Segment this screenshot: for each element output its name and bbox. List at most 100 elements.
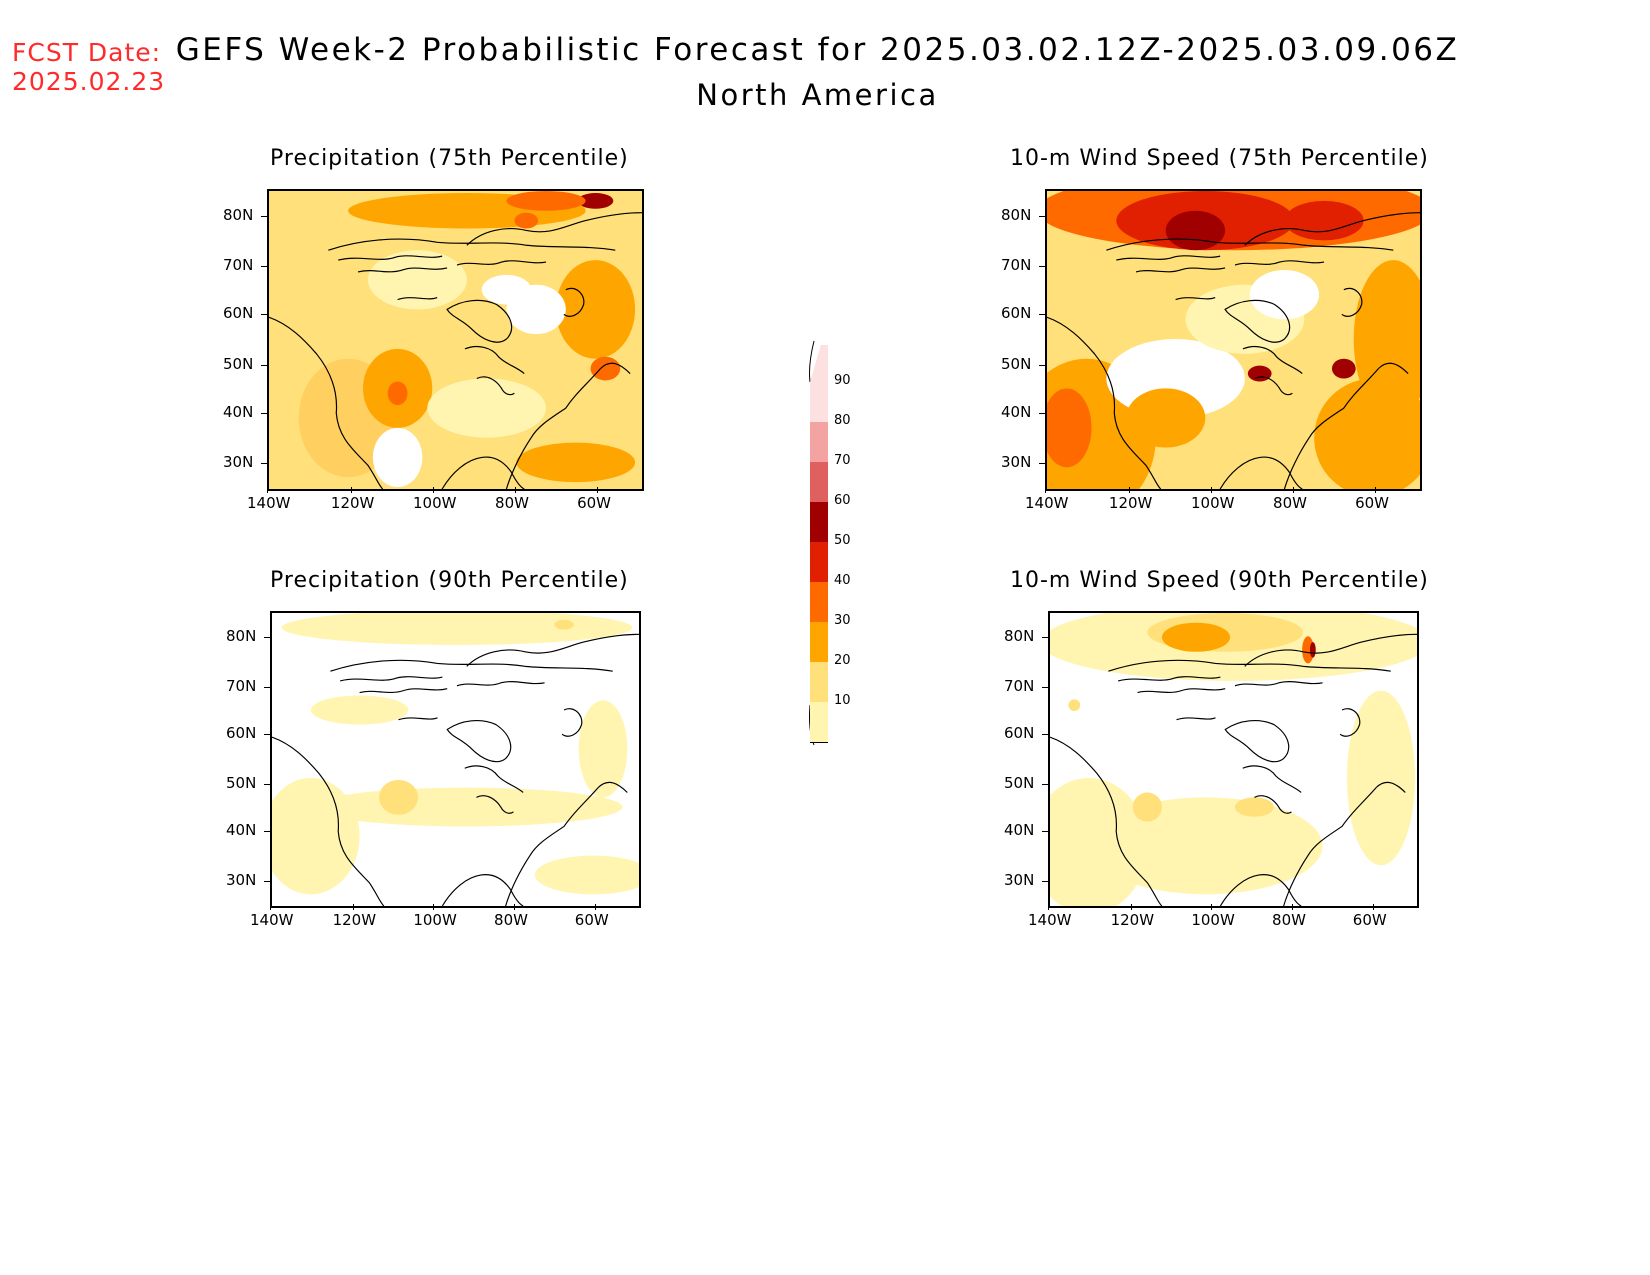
lat-tick-label: 80N <box>226 627 257 646</box>
lon-tick-label: 120W <box>330 494 375 512</box>
lat-tick-label: 30N <box>1001 453 1032 472</box>
lon-tick-label: 100W <box>1190 494 1235 512</box>
lon-tick <box>594 904 596 910</box>
wind-90-map <box>1048 611 1419 908</box>
page-subtitle: North America <box>696 78 939 112</box>
lat-tick-label: 50N <box>223 354 254 373</box>
lat-tick <box>261 463 267 465</box>
lat-tick-label: 40N <box>1001 402 1032 421</box>
lat-tick <box>1039 314 1045 316</box>
lon-tick-label: 60W <box>574 911 609 929</box>
lat-tick <box>261 364 267 366</box>
lon-tick-label: 80W <box>494 911 528 929</box>
colorbar-label: 20 <box>834 653 851 668</box>
map-canvas <box>269 191 642 489</box>
lat-tick <box>1039 463 1045 465</box>
lat-tick <box>264 783 270 785</box>
lon-tick-label: 80W <box>495 494 529 512</box>
lon-tick <box>597 487 599 493</box>
lat-tick <box>1042 783 1048 785</box>
lat-tick-label: 70N <box>1001 256 1032 275</box>
colorbar-swatch <box>810 662 828 703</box>
lat-tick <box>1042 830 1048 832</box>
map-canvas <box>1047 191 1420 489</box>
lon-tick-label: 80W <box>1273 494 1307 512</box>
lat-tick-label: 80N <box>223 205 254 224</box>
lat-tick <box>264 734 270 736</box>
panel-title: Precipitation (90th Percentile) <box>270 568 629 593</box>
panel-title: 10-m Wind Speed (75th Percentile) <box>1010 146 1429 171</box>
lon-tick-label: 140W <box>1028 911 1072 929</box>
colorbar-swatch <box>810 622 828 663</box>
forecast-date-label: FCST Date: <box>12 38 162 67</box>
lat-tick <box>264 830 270 832</box>
page-title: GEFS Week-2 Probabilistic Forecast for 2… <box>175 32 1460 68</box>
lat-tick <box>264 637 270 639</box>
lat-tick-label: 60N <box>1004 724 1035 743</box>
colorbar-label: 40 <box>834 573 851 588</box>
lon-tick <box>350 487 352 493</box>
colorbar-swatch <box>810 382 828 423</box>
lat-tick-label: 50N <box>1001 354 1032 373</box>
lat-tick <box>261 412 267 414</box>
lon-tick <box>270 904 271 910</box>
lat-tick <box>1039 215 1045 217</box>
lat-tick <box>264 880 270 882</box>
lon-tick-label: 60W <box>1355 494 1390 512</box>
lat-tick-label: 80N <box>1004 627 1035 646</box>
lon-tick <box>1293 487 1295 493</box>
lat-tick-label: 40N <box>226 820 257 839</box>
lon-tick-label: 120W <box>332 911 377 929</box>
lat-tick-label: 40N <box>223 402 254 421</box>
lat-tick-label: 50N <box>226 773 257 792</box>
lon-tick <box>1372 904 1374 910</box>
lon-tick <box>352 904 354 910</box>
lon-tick <box>433 904 435 910</box>
colorbar-label: 70 <box>834 453 851 468</box>
lon-tick <box>1210 487 1212 493</box>
colorbar-swatch <box>810 542 828 583</box>
lon-tick <box>514 904 516 910</box>
lon-tick-label: 100W <box>1191 911 1235 929</box>
colorbar-label: 10 <box>834 693 851 708</box>
colorbar-swatch <box>810 422 828 463</box>
lat-tick <box>1042 637 1048 639</box>
lon-tick-label: 140W <box>250 911 294 929</box>
colorbar-label: 60 <box>834 493 851 508</box>
lat-tick <box>1042 734 1048 736</box>
lat-tick <box>261 215 267 217</box>
lat-tick <box>1039 266 1045 268</box>
lon-tick-label: 120W <box>1110 911 1155 929</box>
lon-tick <box>515 487 517 493</box>
lon-tick <box>1292 904 1294 910</box>
colorbar-label: 80 <box>834 413 851 428</box>
map-canvas <box>1050 613 1417 906</box>
colorbar-label: 30 <box>834 613 851 628</box>
lon-tick-label: 60W <box>1352 911 1387 929</box>
lat-tick-label: 80N <box>1001 205 1032 224</box>
lon-tick <box>1130 904 1132 910</box>
lat-tick <box>1039 412 1045 414</box>
colorbar-swatch <box>810 462 828 503</box>
lat-tick-label: 70N <box>226 677 257 696</box>
lon-tick <box>1048 904 1049 910</box>
colorbar-label: 50 <box>834 533 851 548</box>
lat-tick <box>261 314 267 316</box>
precip-75-map <box>267 189 644 491</box>
colorbar-swatch <box>810 502 828 543</box>
lon-tick <box>267 487 268 493</box>
lat-tick-label: 30N <box>1004 870 1035 889</box>
map-canvas <box>272 613 639 906</box>
lat-tick-label: 30N <box>226 870 257 889</box>
colorbar-swatch <box>810 582 828 623</box>
wind-75-map <box>1045 189 1422 491</box>
lon-tick <box>1211 904 1213 910</box>
lon-tick-label: 60W <box>577 494 612 512</box>
lon-tick <box>1128 487 1130 493</box>
lat-tick-label: 40N <box>1004 820 1035 839</box>
lon-tick <box>1045 487 1046 493</box>
forecast-date: FCST Date: 2025.02.23 <box>12 38 165 96</box>
lat-tick-label: 60N <box>226 724 257 743</box>
lat-tick-label: 60N <box>223 304 254 323</box>
lon-tick-label: 80W <box>1272 911 1306 929</box>
